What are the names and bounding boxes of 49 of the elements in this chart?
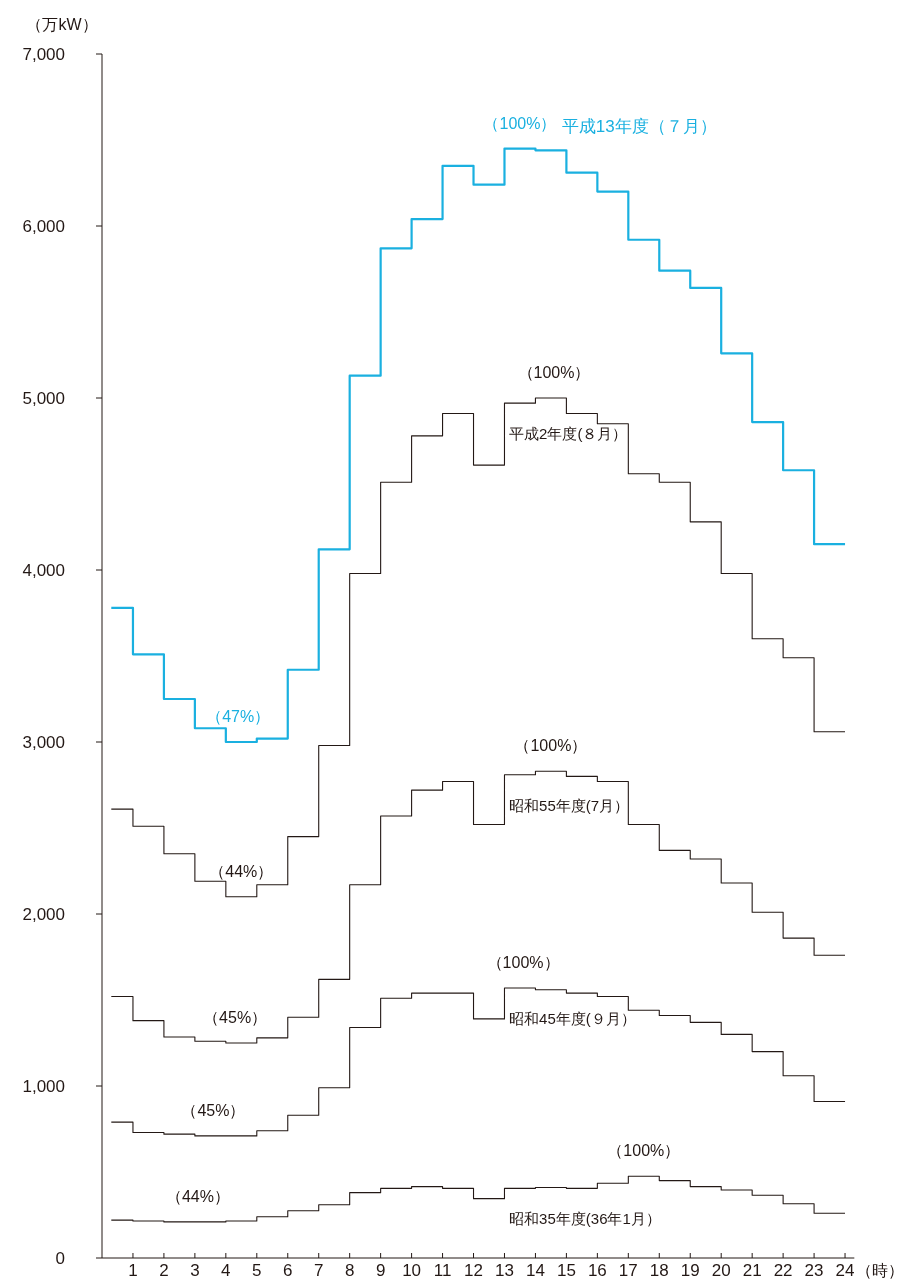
x-tick-label: 9 — [375, 1261, 386, 1280]
x-tick-label: 3 — [190, 1261, 200, 1280]
x-tick-label: 16 — [587, 1261, 607, 1280]
x-tick-label: 20 — [711, 1261, 731, 1280]
x-axis-title: （時） — [856, 1262, 905, 1279]
y-tick-label: 7,000 — [22, 44, 65, 64]
y-axis-title: （万kW） — [26, 16, 98, 33]
x-tick-label: 10 — [402, 1261, 422, 1280]
series-label: 平成13年度（７月） — [561, 116, 717, 136]
series-label: 平成2年度(８月） — [509, 425, 628, 443]
y-tick-label: 3,000 — [22, 732, 65, 752]
annotation: （44%） — [209, 862, 274, 880]
y-tick-label: 1,000 — [22, 1076, 65, 1096]
annotation: （47%） — [206, 708, 271, 725]
x-tick-label: 7 — [313, 1261, 324, 1280]
x-tick-label: 21 — [742, 1261, 762, 1280]
y-tick-label: 4,000 — [22, 560, 65, 580]
annotation: （100%） — [483, 114, 557, 132]
x-tick-label: 17 — [618, 1261, 638, 1280]
annotation: （100%） — [517, 364, 591, 381]
y-tick-label: 2,000 — [22, 904, 65, 924]
annotation: （100%） — [486, 953, 560, 971]
annotation: （100%） — [514, 737, 588, 755]
x-tick-label: 24 — [835, 1261, 855, 1280]
series-label: 昭和35年度(36年1月） — [509, 1210, 661, 1228]
x-tick-label: 12 — [464, 1261, 483, 1280]
y-tick-label: 5,000 — [22, 388, 65, 408]
x-tick-label: 15 — [556, 1261, 576, 1280]
x-tick-label: 18 — [649, 1261, 669, 1280]
x-tick-label: 19 — [680, 1261, 700, 1280]
x-tick-label: 2 — [159, 1261, 169, 1280]
series-label: 昭和45年度(９月） — [509, 1009, 636, 1027]
x-tick-label: 1 — [128, 1261, 138, 1280]
y-tick-label: 6,000 — [22, 216, 65, 236]
annotation: （45%） — [181, 1101, 246, 1119]
x-tick-label: 13 — [495, 1261, 514, 1280]
x-tick-label: 22 — [773, 1261, 793, 1280]
series-label: 昭和55年度(7月） — [509, 796, 630, 814]
annotation: （100%） — [607, 1142, 681, 1160]
x-tick-label: 11 — [433, 1261, 452, 1280]
y-tick-label: 0 — [55, 1248, 65, 1268]
annotation: （44%） — [165, 1187, 230, 1205]
x-tick-label: 8 — [344, 1261, 355, 1280]
x-tick-label: 6 — [283, 1261, 293, 1280]
x-tick-label: 4 — [221, 1261, 231, 1280]
x-tick-label: 14 — [525, 1261, 545, 1280]
x-tick-label: 5 — [252, 1261, 262, 1280]
annotation: （45%） — [203, 1009, 268, 1026]
x-tick-label: 23 — [804, 1261, 824, 1280]
